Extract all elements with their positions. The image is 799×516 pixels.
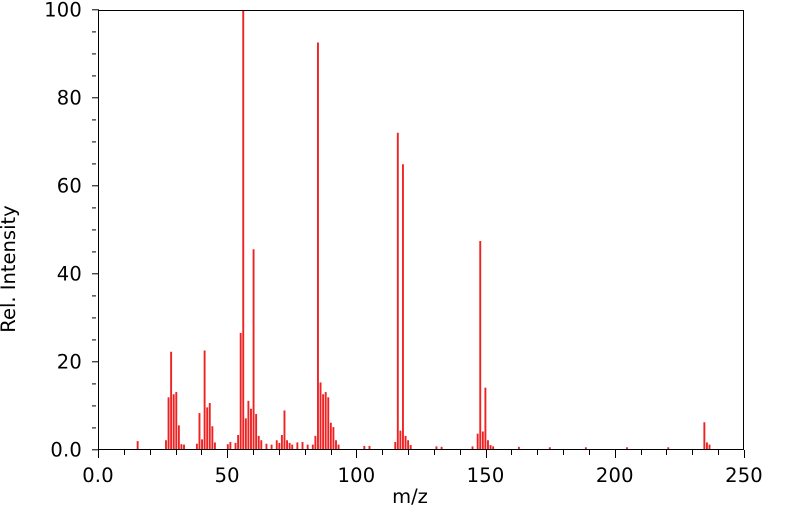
x-tick-label: 200 [595,464,634,487]
y-tick-label: 0.0 [50,438,82,462]
x-tick-minor [408,450,410,455]
plot-area [98,10,744,450]
y-tick-label: 40 [56,262,82,286]
y-tick-minor [92,207,96,209]
spectrum-peaks [136,11,711,449]
y-tick-minor [92,339,96,341]
y-tick-label: 60 [56,174,82,198]
x-tick-major [98,450,99,458]
x-axis-title: m/z [0,485,799,508]
y-axis-title: Rel. Intensity [0,0,30,516]
y-tick-minor [92,75,96,77]
y-tick-minor [92,383,96,385]
x-tick-label: 250 [725,464,763,487]
y-tick-minor [92,427,96,429]
y-tick-minor [92,251,96,253]
x-tick-minor [382,450,384,455]
x-tick-minor [563,450,565,455]
x-tick-major [356,450,358,458]
y-tick-minor [92,141,96,143]
x-tick-minor [588,450,590,455]
y-tick-minor [92,317,96,319]
y-tick-minor [92,53,96,55]
x-tick-label: 150 [466,464,505,487]
x-tick-minor [304,450,306,455]
y-tick-minor [92,405,96,407]
x-tick-minor [201,450,203,455]
y-tick-label: 80 [56,86,82,110]
x-tick-major [744,450,745,458]
x-tick-major [614,450,616,458]
x-tick-major [227,450,229,458]
x-tick-minor [123,450,125,455]
x-tick-label: 50 [214,464,240,487]
y-tick-minor [92,295,96,297]
x-axis-title-text: m/z [392,485,428,508]
x-tick-minor [718,450,720,455]
y-axis-title-text: Rel. Intensity [0,205,20,333]
x-tick-minor [459,450,461,455]
x-tick-minor [666,450,668,455]
y-tick-label: 20 [56,350,82,374]
x-tick-label: 100 [337,464,376,487]
x-tick-major [485,450,487,458]
x-tick-minor [640,450,642,455]
y-tick-minor [92,229,96,231]
y-tick-label: 100 [44,0,82,22]
x-tick-minor [253,450,255,455]
x-tick-minor [537,450,539,455]
x-tick-minor [175,450,177,455]
y-tick-minor [92,119,96,121]
x-tick-minor [433,450,435,455]
x-tick-minor [330,450,332,455]
x-tick-minor [149,450,151,455]
y-tick-minor [92,163,96,165]
x-tick-minor [511,450,513,455]
x-tick-minor [278,450,280,455]
x-tick-label: 0.0 [82,464,114,487]
x-tick-minor [692,450,694,455]
y-tick-minor [92,31,96,33]
